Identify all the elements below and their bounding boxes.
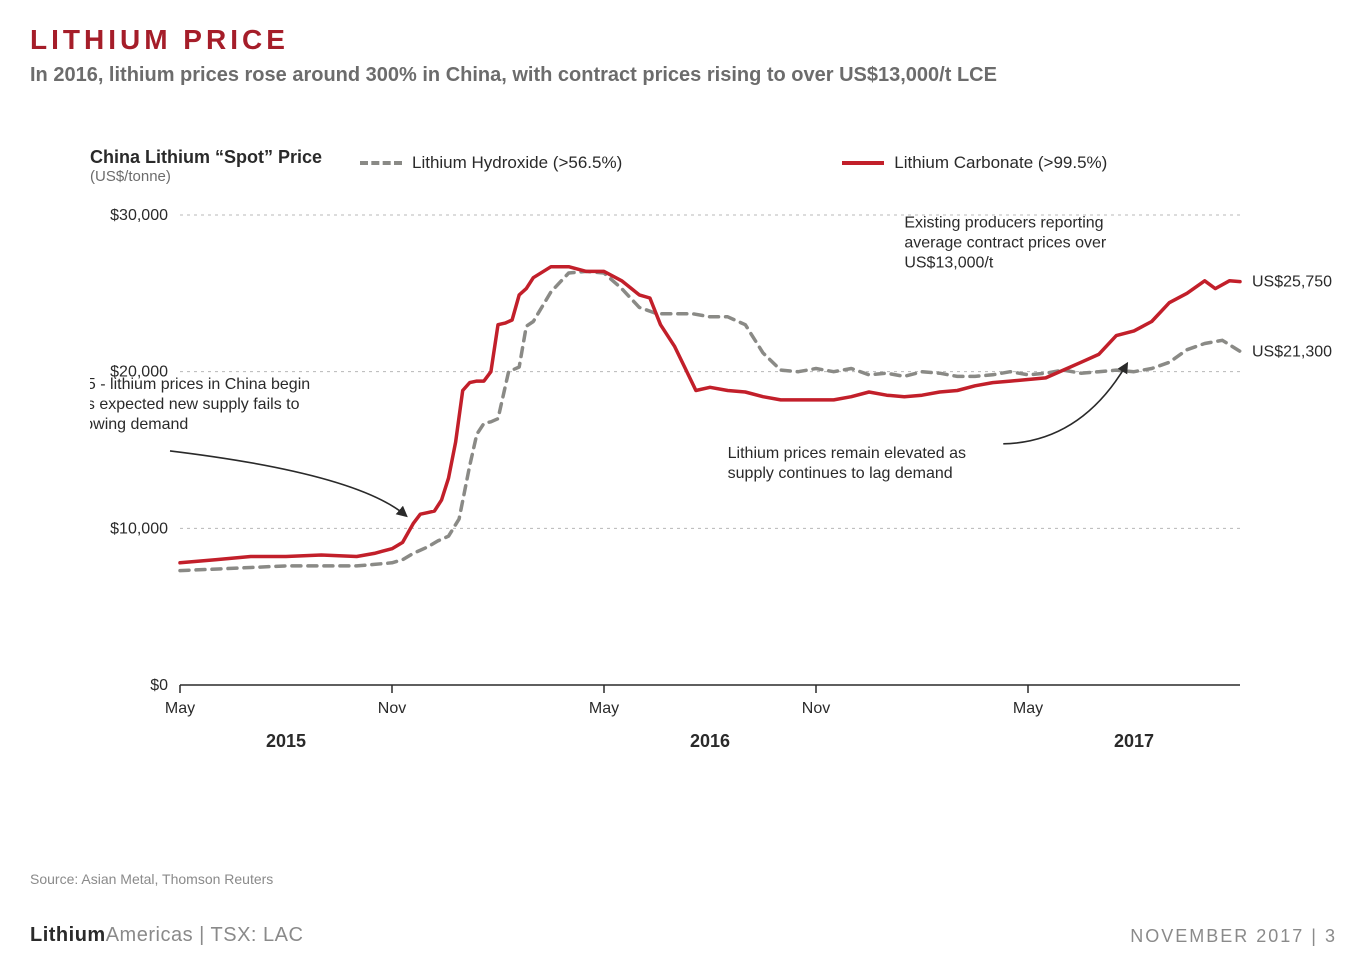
svg-text:$30,000: $30,000 (110, 207, 168, 224)
legend-swatch-dashed (360, 161, 402, 165)
footer-sep: | (1304, 926, 1325, 946)
chart-container: China Lithium “Spot” Price (US$/tonne) L… (90, 147, 1307, 795)
brand-light: Americas (106, 924, 193, 946)
annotation-arrow-3 (1003, 364, 1127, 444)
brand-sep: | (193, 924, 210, 946)
legend-label-hydroxide: Lithium Hydroxide (>56.5%) (412, 153, 622, 173)
svg-text:2017: 2017 (1114, 731, 1154, 751)
series-hydroxide (180, 271, 1240, 570)
footer-page: 3 (1325, 926, 1337, 946)
svg-text:May: May (589, 700, 619, 717)
annotation-contract-prices: US$13,000/t (904, 255, 994, 272)
svg-text:$0: $0 (150, 677, 168, 694)
annotation-contract-prices: average contract prices over (904, 235, 1107, 252)
brand-ticker: TSX: LAC (211, 924, 304, 946)
annotation-remain-elevated: supply continues to lag demand (728, 465, 953, 482)
svg-text:May: May (165, 700, 195, 717)
svg-text:Nov: Nov (378, 700, 406, 717)
legend-item-carbonate: Lithium Carbonate (>99.5%) (842, 153, 1107, 173)
footer-date: NOVEMBER 2017 (1130, 926, 1304, 946)
footer: LithiumAmericas | TSX: LAC NOVEMBER 2017… (30, 924, 1337, 947)
series-carbonate (180, 267, 1240, 563)
svg-text:$10,000: $10,000 (110, 520, 168, 537)
svg-text:May: May (1013, 700, 1043, 717)
footer-brand: LithiumAmericas | TSX: LAC (30, 924, 303, 947)
annotation-contract-prices: Existing producers reporting (904, 215, 1103, 232)
annotation-arrow-1 (170, 451, 406, 516)
svg-text:2016: 2016 (690, 731, 730, 751)
legend-item-hydroxide: Lithium Hydroxide (>56.5%) (360, 153, 622, 173)
page-title: LITHIUM PRICE (30, 24, 1337, 56)
svg-text:2015: 2015 (266, 731, 306, 751)
annotation-fall-2015: to rise as expected new supply fails to (90, 396, 300, 413)
end-label-hydroxide: US$21,300 (1252, 343, 1332, 360)
annotation-fall-2015: Fall 2015 - lithium prices in China begi… (90, 376, 310, 393)
legend-label-carbonate: Lithium Carbonate (>99.5%) (894, 153, 1107, 173)
annotation-remain-elevated: Lithium prices remain elevated as (728, 445, 966, 462)
footer-right: NOVEMBER 2017 | 3 (1130, 926, 1337, 947)
chart-legend: Lithium Hydroxide (>56.5%) Lithium Carbo… (360, 153, 1107, 173)
brand-bold: Lithium (30, 924, 106, 946)
source-line: Source: Asian Metal, Thomson Reuters (30, 871, 273, 887)
annotation-fall-2015: meet growing demand (90, 416, 188, 433)
end-label-carbonate: US$25,750 (1252, 274, 1332, 291)
chart-svg: $0$10,000$20,000$30,000MayNovMayNovMay20… (90, 195, 1335, 795)
page-subtitle: In 2016, lithium prices rose around 300%… (30, 64, 1337, 87)
svg-text:Nov: Nov (802, 700, 830, 717)
legend-swatch-solid (842, 161, 884, 165)
